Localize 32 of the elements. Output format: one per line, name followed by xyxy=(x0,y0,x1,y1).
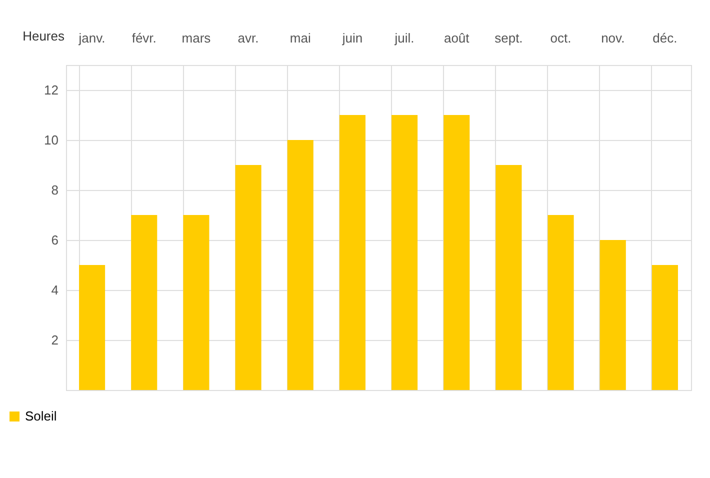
bar xyxy=(183,215,210,390)
x-tick-label: août xyxy=(444,30,470,46)
x-tick-label: janv. xyxy=(78,30,106,46)
bar xyxy=(652,265,678,390)
bar xyxy=(79,265,106,390)
bar xyxy=(548,215,574,390)
bar xyxy=(287,140,314,390)
bar xyxy=(131,215,158,390)
y-tick-label: 6 xyxy=(51,232,58,248)
x-tick-label: oct. xyxy=(550,30,572,46)
x-tick-label: juil. xyxy=(394,30,414,46)
y-axis-title: Heures xyxy=(22,28,65,44)
x-tick-label: déc. xyxy=(652,30,678,46)
x-tick-label: mai xyxy=(290,30,311,46)
y-tick-label: 10 xyxy=(44,132,58,148)
bar xyxy=(392,115,418,390)
bar xyxy=(235,165,262,390)
x-tick-label: sept. xyxy=(494,30,523,46)
y-tick-label: 8 xyxy=(51,182,58,198)
legend-label: Soleil xyxy=(25,408,57,424)
x-tick-label: avr. xyxy=(238,30,259,46)
bar xyxy=(600,240,626,390)
x-tick-label: mars xyxy=(182,30,212,46)
x-tick-label: nov. xyxy=(601,30,625,46)
y-tick-label: 2 xyxy=(51,332,58,348)
y-tick-label: 12 xyxy=(44,82,58,98)
x-tick-label: févr. xyxy=(132,30,156,46)
x-tick-label: juin xyxy=(341,30,363,46)
bar xyxy=(339,115,366,390)
bar xyxy=(444,115,470,390)
y-tick-label: 4 xyxy=(51,282,58,298)
bar xyxy=(496,165,522,390)
